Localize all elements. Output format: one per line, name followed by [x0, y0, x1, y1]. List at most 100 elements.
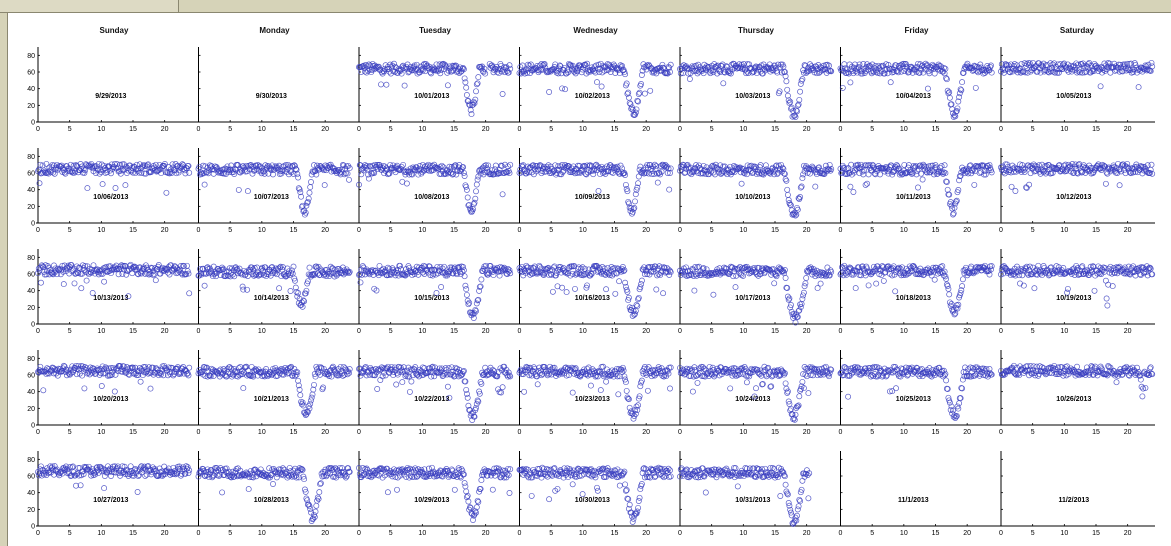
- date-label: 10/17/2013: [735, 295, 770, 302]
- x-tick-label: 10: [258, 328, 266, 335]
- x-tick-label: 10: [258, 126, 266, 133]
- x-tick-label: 0: [678, 328, 682, 335]
- x-tick-label: 5: [549, 429, 553, 436]
- data-point: [826, 63, 831, 68]
- data-point: [560, 285, 565, 290]
- x-tick-label: 10: [97, 429, 105, 436]
- data-point: [648, 88, 653, 93]
- data-point: [102, 279, 107, 284]
- data-point: [594, 80, 599, 85]
- x-tick-label: 5: [68, 429, 72, 436]
- x-tick-label: 10: [258, 227, 266, 234]
- data-point: [138, 379, 143, 384]
- data-point: [853, 286, 858, 291]
- x-tick-label: 20: [161, 227, 169, 234]
- x-tick-label: 5: [710, 328, 714, 335]
- data-point: [462, 173, 467, 178]
- y-tick-label: 0: [31, 221, 35, 228]
- data-point: [439, 284, 444, 289]
- data-point: [99, 383, 104, 388]
- x-tick-label: 15: [932, 328, 940, 335]
- x-tick-label: 20: [482, 126, 490, 133]
- y-tick-label: 20: [27, 103, 35, 110]
- data-point: [298, 393, 303, 398]
- data-point: [463, 80, 468, 85]
- x-tick-label: 10: [418, 429, 426, 436]
- data-point: [661, 291, 666, 296]
- y-tick-label: 20: [27, 305, 35, 312]
- x-tick-label: 5: [870, 126, 874, 133]
- data-point: [642, 91, 647, 96]
- x-tick-label: 20: [642, 126, 650, 133]
- data-point: [1149, 162, 1154, 167]
- x-tick-label: 5: [228, 126, 232, 133]
- data-point: [479, 381, 484, 386]
- x-tick-label: 15: [932, 227, 940, 234]
- data-point: [465, 195, 470, 200]
- data-point: [598, 388, 603, 393]
- data-point: [378, 82, 383, 87]
- x-tick-label: 20: [803, 126, 811, 133]
- data-point: [617, 279, 622, 284]
- data-point: [148, 386, 153, 391]
- x-tick-label: 10: [418, 328, 426, 335]
- data-point: [464, 92, 469, 97]
- x-tick-label: 15: [771, 328, 779, 335]
- x-tick-label: 5: [228, 227, 232, 234]
- data-point: [72, 281, 77, 286]
- data-point: [402, 83, 407, 88]
- data-point: [1103, 181, 1108, 186]
- x-tick-label: 20: [482, 429, 490, 436]
- x-tick-label: 0: [518, 429, 522, 436]
- data-point: [112, 389, 117, 394]
- x-tick-label: 0: [518, 227, 522, 234]
- x-tick-label: 10: [900, 227, 908, 234]
- x-tick-label: 15: [450, 227, 458, 234]
- x-tick-label: 15: [932, 126, 940, 133]
- data-point: [795, 207, 800, 212]
- data-point: [940, 264, 945, 269]
- data-point: [692, 288, 697, 293]
- data-point: [616, 392, 621, 397]
- date-label: 10/14/2013: [254, 295, 289, 302]
- y-tick-label: 20: [27, 204, 35, 211]
- x-tick-label: 5: [68, 227, 72, 234]
- data-point: [473, 189, 478, 194]
- date-label: 9/29/2013: [95, 93, 126, 100]
- data-point: [479, 277, 484, 282]
- data-point: [296, 290, 301, 295]
- x-tick-label: 0: [999, 328, 1003, 335]
- data-point: [987, 272, 992, 277]
- date-label: 10/05/2013: [1056, 93, 1091, 100]
- x-tick-label: 0: [357, 328, 361, 335]
- data-point: [881, 278, 886, 283]
- data-point: [500, 385, 505, 390]
- data-point: [798, 89, 803, 94]
- data-point: [308, 179, 313, 184]
- data-point: [570, 390, 575, 395]
- data-point: [598, 172, 603, 177]
- y-tick-label: 60: [27, 70, 35, 77]
- x-tick-label: 10: [739, 227, 747, 234]
- y-tick-label: 0: [31, 423, 35, 430]
- x-tick-label: 10: [579, 126, 587, 133]
- data-point: [508, 271, 513, 276]
- data-point: [1027, 264, 1032, 269]
- x-tick-label: 0: [357, 126, 361, 133]
- x-tick-label: 15: [129, 227, 137, 234]
- data-point: [960, 277, 965, 282]
- data-point: [639, 278, 644, 283]
- x-tick-label: 5: [389, 429, 393, 436]
- x-tick-label: 5: [228, 328, 232, 335]
- data-point: [409, 379, 414, 384]
- day-header-monday: Monday: [259, 26, 290, 35]
- data-point: [404, 181, 409, 186]
- data-point: [493, 163, 498, 168]
- data-point: [153, 278, 158, 283]
- date-label: 10/08/2013: [414, 194, 449, 201]
- data-point: [733, 285, 738, 290]
- data-point: [41, 388, 46, 393]
- x-tick-label: 15: [129, 328, 137, 335]
- data-point: [394, 382, 399, 387]
- data-point: [311, 387, 316, 392]
